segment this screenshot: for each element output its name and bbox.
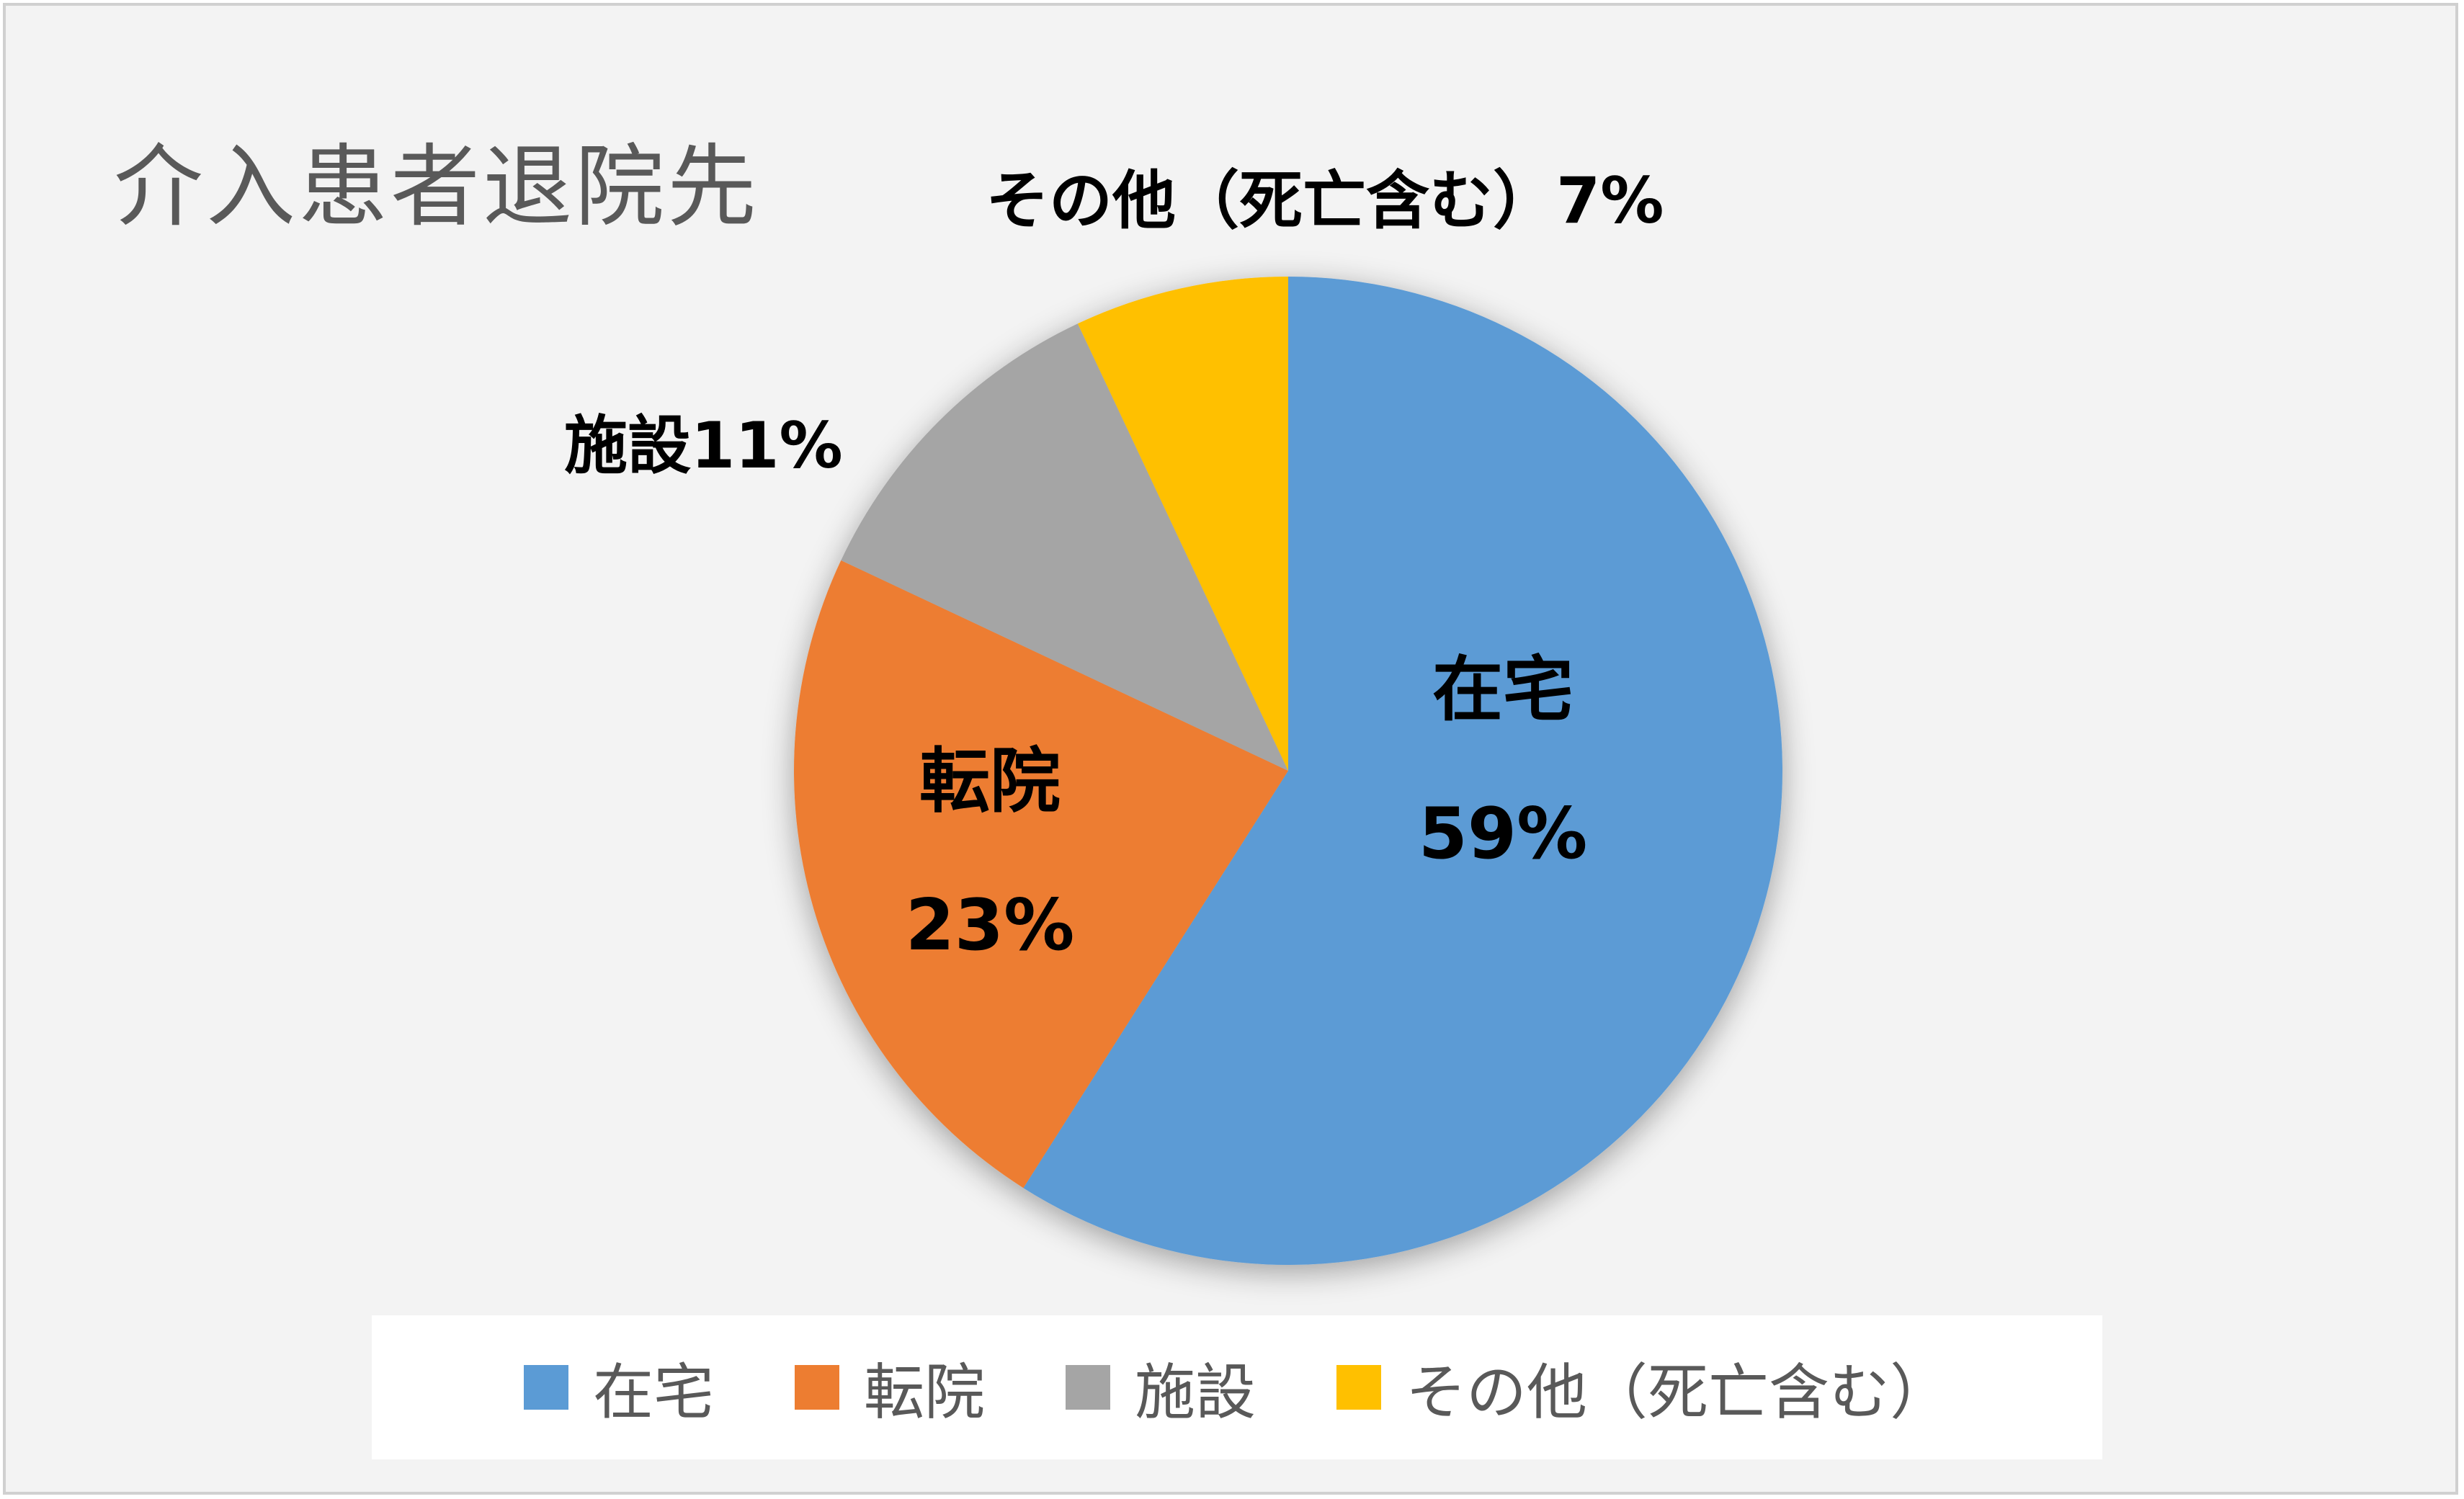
legend-label: 在宅 [592, 1356, 714, 1428]
slice-facility [841, 323, 1288, 771]
legend: 在宅 転院 施設 その他（死亡含む） [372, 1315, 2102, 1459]
slice-transfer [794, 560, 1288, 1189]
data-label-transfer-name: 転院 [919, 740, 1061, 823]
data-label-home: 在宅 59% [1419, 618, 1588, 906]
chart-title: 介入患者退院先 [114, 135, 760, 239]
chart-area: 介入患者退院先 在宅 59% 転院 23% 施設11% その他（死亡含む）7% … [3, 3, 2458, 1495]
legend-swatch [1336, 1365, 1382, 1410]
legend-label: その他（死亡含む） [1406, 1356, 1951, 1428]
legend-swatch [1066, 1365, 1110, 1410]
legend-item: 転院 [794, 1344, 985, 1431]
data-label-home-name: 在宅 [1432, 649, 1574, 731]
data-label-facility: 施設11% [564, 408, 843, 483]
data-label-home-pct: 59% [1418, 793, 1588, 875]
slice-home [1023, 277, 1782, 1265]
legend-item: 施設 [1066, 1344, 1256, 1431]
slice-other [1077, 277, 1288, 771]
data-label-transfer: 転院 23% [906, 710, 1075, 998]
legend-item: その他（死亡含む） [1336, 1344, 1950, 1431]
legend-item: 在宅 [523, 1344, 714, 1431]
legend-label: 転院 [863, 1356, 985, 1428]
legend-label: 施設 [1135, 1356, 1256, 1428]
pie-chart [794, 277, 1782, 1265]
legend-swatch [794, 1365, 839, 1410]
data-label-other: その他（死亡含む）7% [986, 164, 1664, 238]
data-label-transfer-pct: 23% [905, 885, 1075, 967]
legend-swatch [523, 1365, 568, 1410]
